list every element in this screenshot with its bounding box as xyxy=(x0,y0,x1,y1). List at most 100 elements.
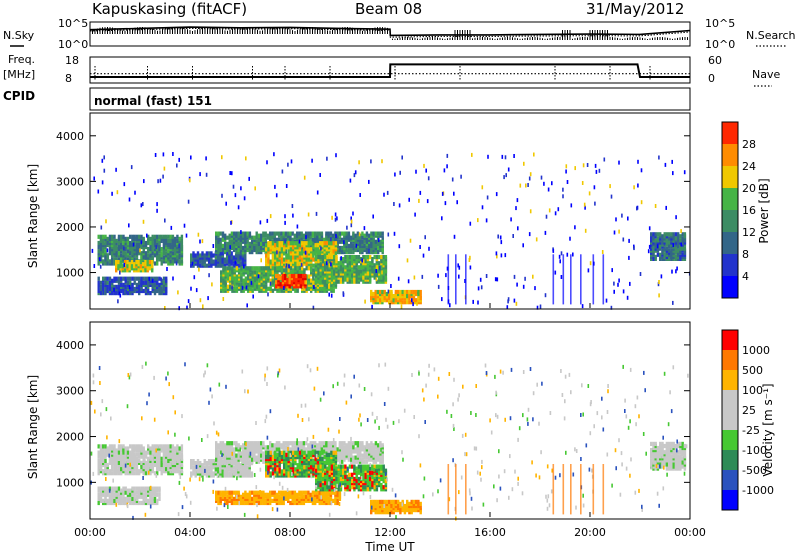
data-cell xyxy=(672,300,674,305)
data-cell xyxy=(359,193,361,197)
data-cell xyxy=(603,157,606,162)
data-cell xyxy=(219,255,222,260)
data-cell xyxy=(205,263,209,268)
data-cell xyxy=(104,249,107,254)
data-cell xyxy=(124,460,127,465)
data-cell xyxy=(366,271,370,276)
data-cell xyxy=(392,294,395,299)
data-cell xyxy=(325,233,328,238)
data-cell xyxy=(366,263,370,268)
data-cell xyxy=(296,441,299,446)
data-cell xyxy=(370,159,372,164)
data-cell xyxy=(140,245,143,250)
data-cell xyxy=(244,250,247,255)
data-cell xyxy=(246,441,249,446)
data-cell xyxy=(677,242,680,247)
data-cell xyxy=(178,446,181,451)
data-cell xyxy=(116,190,119,195)
data-cell xyxy=(113,492,116,497)
data-cell xyxy=(190,459,193,464)
data-cell xyxy=(156,208,158,213)
data-cell xyxy=(147,234,150,239)
data-cell xyxy=(249,272,252,277)
data-cell xyxy=(378,255,381,260)
data-cell xyxy=(296,231,299,236)
data-cell xyxy=(375,277,378,282)
data-cell xyxy=(221,469,224,474)
data-cell xyxy=(535,237,538,242)
data-cell xyxy=(120,444,123,449)
data-cell xyxy=(217,237,220,242)
data-cell xyxy=(160,286,163,292)
data-cell xyxy=(289,441,292,446)
data-cell xyxy=(251,451,254,456)
data-cell xyxy=(334,217,337,222)
data-cell xyxy=(199,172,201,177)
data-cell xyxy=(140,203,143,208)
data-cell xyxy=(205,461,209,466)
data-cell xyxy=(269,278,272,283)
data-cell xyxy=(652,246,655,251)
data-cell xyxy=(226,441,229,446)
data-cell xyxy=(325,447,328,452)
data-cell xyxy=(260,250,263,255)
data-cell xyxy=(273,152,275,157)
data-cell xyxy=(276,266,279,271)
data-cell xyxy=(339,279,343,284)
data-cell xyxy=(176,163,178,168)
data-cell xyxy=(400,304,403,309)
data-cell xyxy=(375,265,379,270)
data-cell xyxy=(293,273,296,279)
data-cell xyxy=(419,190,422,195)
data-cell xyxy=(618,278,620,283)
data-cell xyxy=(212,244,215,248)
data-cell xyxy=(122,454,125,459)
data-cell xyxy=(368,179,370,184)
data-cell xyxy=(581,304,584,309)
data-cell xyxy=(363,445,366,450)
data-cell xyxy=(219,463,222,468)
data-cell xyxy=(495,192,498,197)
data-cell xyxy=(153,276,157,281)
data-cell xyxy=(356,235,360,240)
data-cell xyxy=(235,441,238,446)
data-cell xyxy=(267,286,270,291)
data-cell xyxy=(271,266,275,271)
data-cell xyxy=(334,241,338,246)
data-cell xyxy=(156,249,159,254)
data-cell xyxy=(674,242,678,247)
data-cell xyxy=(419,245,421,249)
data-cell xyxy=(628,255,630,260)
data-cell xyxy=(251,250,254,255)
data-cell xyxy=(139,264,143,269)
data-cell xyxy=(239,463,242,468)
data-cell xyxy=(146,260,149,265)
data-cell xyxy=(269,233,272,238)
data-cell xyxy=(505,173,507,178)
data-cell xyxy=(111,486,114,491)
data-cell xyxy=(102,290,105,295)
data-cell xyxy=(477,218,479,223)
data-cell xyxy=(158,492,161,497)
data-cell xyxy=(247,266,250,271)
data-cell xyxy=(629,281,631,286)
data-cell xyxy=(406,300,409,305)
data-cell xyxy=(663,246,666,251)
data-cell xyxy=(650,246,653,251)
data-cell xyxy=(372,250,375,255)
cpid-mode: normal (fast) 151 xyxy=(94,94,212,108)
data-cell xyxy=(321,267,325,272)
data-cell xyxy=(529,172,532,177)
data-cell xyxy=(149,276,152,281)
data-cell xyxy=(372,214,374,219)
data-cell xyxy=(126,257,130,262)
data-cell xyxy=(255,231,258,236)
data-cell xyxy=(280,241,284,246)
data-cell xyxy=(296,233,299,238)
data-cell xyxy=(255,247,258,253)
data-cell xyxy=(192,469,195,474)
data-cell xyxy=(273,231,276,236)
data-cell xyxy=(289,247,293,252)
data-cell xyxy=(350,219,353,224)
